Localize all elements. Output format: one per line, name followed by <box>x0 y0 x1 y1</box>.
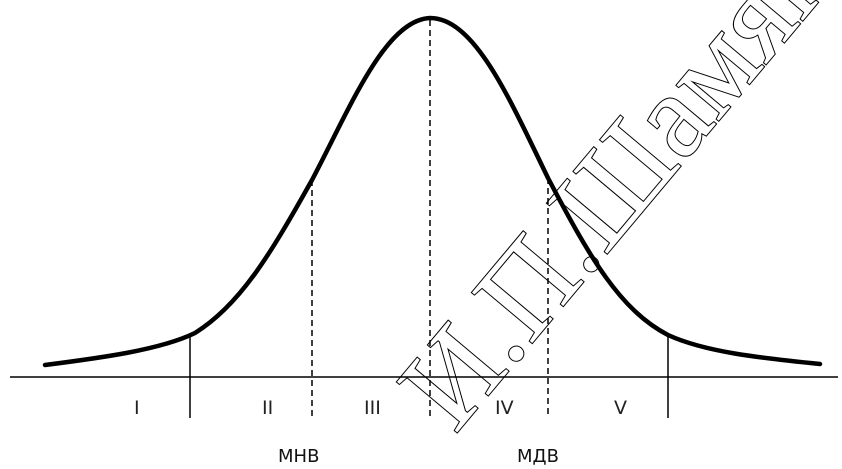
watermark: И.П.Шамяк <box>372 0 842 453</box>
upper-bound-label: МДВ <box>517 446 559 467</box>
lower-bound-label: МНВ <box>278 446 319 467</box>
bell-curve <box>42 15 823 368</box>
watermark-text: И.П.Шамяк <box>373 0 842 452</box>
region-label-III: III <box>364 397 381 419</box>
region-label-I: I <box>134 397 140 419</box>
region-label-II: II <box>262 397 273 419</box>
region-label-V: V <box>614 397 627 419</box>
region-label-IV: IV <box>495 397 514 419</box>
